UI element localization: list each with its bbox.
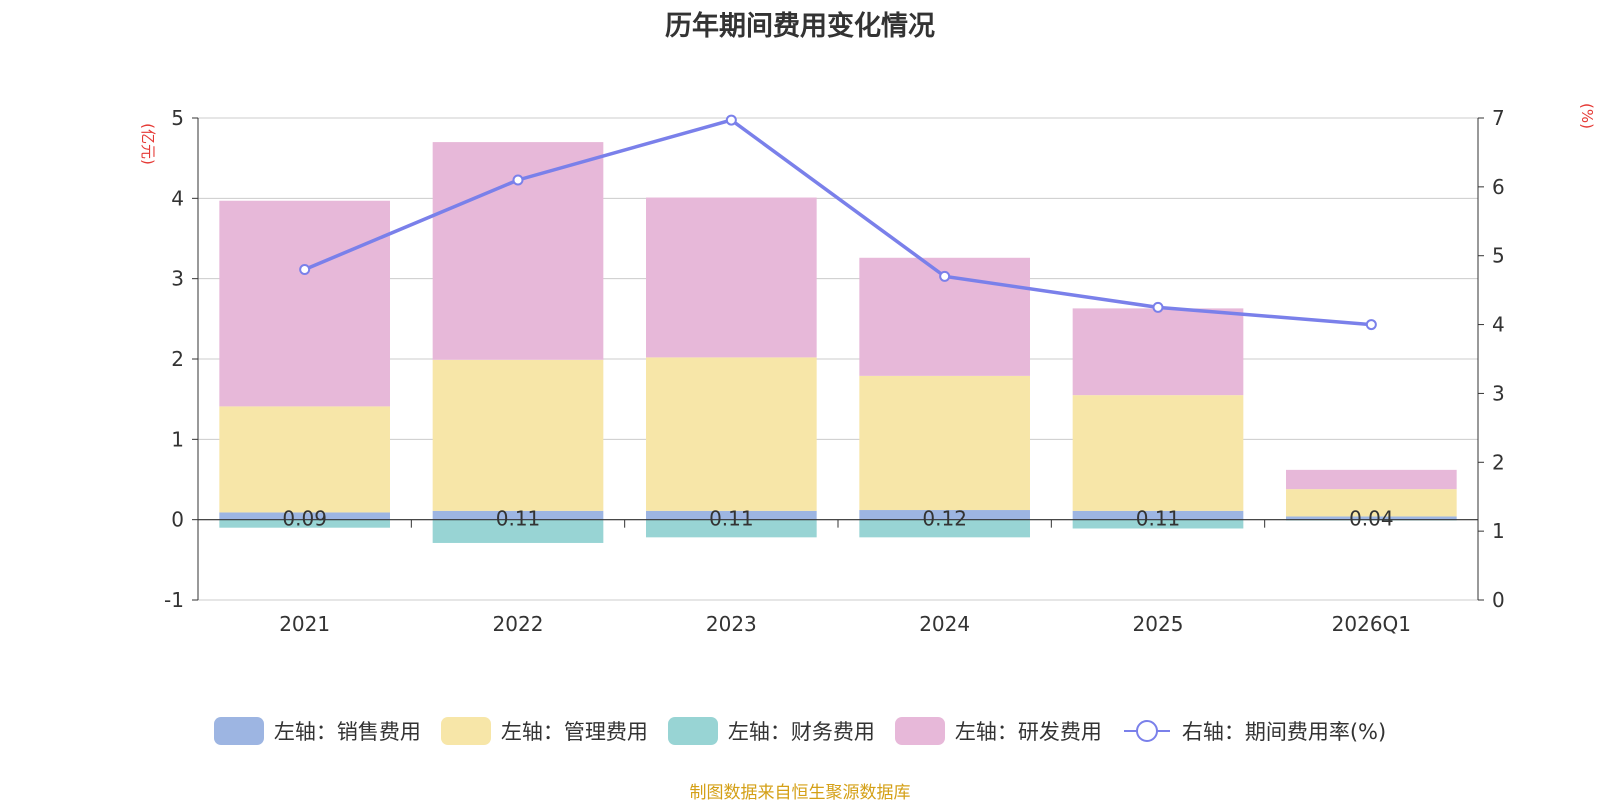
bar-segment-2 — [432, 519, 604, 543]
expense-rate-point — [1152, 301, 1164, 313]
expense-rate-point — [299, 263, 311, 275]
right-tick-label: 6 — [1492, 175, 1505, 199]
legend-label: 左轴：财务费用 — [727, 720, 875, 744]
expense-rate-line — [303, 118, 1372, 327]
left-tick-label: -1 — [164, 588, 184, 612]
bar-segment-3 — [646, 197, 817, 358]
sales-value-label: 0.12 — [922, 507, 967, 531]
legend-swatch — [894, 717, 945, 745]
legend-item-line[interactable]: 右轴：期间费用率(%) — [1122, 716, 1386, 746]
expense-rate-point — [512, 174, 524, 186]
legend-item-3[interactable]: 左轴：研发费用 — [894, 716, 1102, 746]
labels-layer: 0.09 0.11 0.11 0.12 0.11 0.04 — [282, 507, 1393, 531]
bar-segment-0 — [646, 510, 817, 520]
legend-item-2[interactable]: 左轴：财务费用 — [667, 716, 875, 746]
bar-segment-1 — [646, 357, 817, 511]
bar-segment-1 — [859, 375, 1030, 511]
axes-layer: 5 4 3 2 1 0 -1 7 6 5 4 3 2 1 0 (亿元) (%) 2021 2022 2023 2024 2… — [139, 103, 1596, 636]
bar-segment-0 — [432, 510, 604, 520]
legend-swatch — [440, 717, 491, 745]
bars-layer — [219, 142, 1457, 543]
right-tick-label: 4 — [1492, 313, 1505, 337]
legend-label: 左轴：研发费用 — [954, 720, 1102, 744]
category-label: 2022 — [493, 612, 544, 636]
expense-rate-point — [725, 114, 737, 126]
legend-label: 左轴：管理费用 — [500, 720, 648, 744]
line-layer — [299, 114, 1377, 331]
category-label: 2025 — [1133, 612, 1184, 636]
bar-segment-0 — [1286, 516, 1457, 520]
left-tick-label: 2 — [171, 347, 184, 371]
bar-segment-0 — [1072, 510, 1244, 520]
sales-value-label: 0.09 — [282, 507, 327, 531]
right-axis-unit: (%) — [1578, 103, 1596, 129]
sales-value-label: 0.11 — [1136, 507, 1181, 531]
expense-rate-point — [939, 270, 951, 282]
left-tick-label: 4 — [171, 186, 184, 210]
source-note: 制图数据来自恒生聚源数据库 — [689, 783, 911, 803]
legend: 左轴：销售费用 左轴：管理费用 左轴：财务费用 左轴：研发费用 右轴：期间费用率(%) — [0, 716, 1600, 746]
category-label: 2023 — [706, 612, 757, 636]
right-tick-label: 0 — [1492, 588, 1505, 612]
bar-segment-2 — [646, 519, 817, 538]
left-tick-label: 0 — [171, 508, 184, 532]
bar-segment-1 — [219, 406, 390, 513]
legend-item-1[interactable]: 左轴：管理费用 — [440, 716, 648, 746]
bar-segment-2 — [1072, 519, 1244, 529]
legend-label: 左轴：销售费用 — [273, 720, 421, 744]
bar-segment-1 — [1072, 395, 1244, 511]
bar-segment-3 — [1286, 469, 1457, 490]
bar-segment-2 — [219, 519, 390, 528]
left-tick-label: 5 — [171, 106, 184, 130]
sales-value-label: 0.11 — [496, 507, 541, 531]
bar-segment-3 — [219, 200, 390, 407]
category-label: 2021 — [279, 612, 330, 636]
chart-title: 历年期间费用变化情况 — [665, 11, 935, 42]
legend-swatch — [213, 717, 264, 745]
bar-segment-0 — [219, 512, 390, 520]
left-tick-label: 1 — [171, 427, 184, 451]
bar-segment-1 — [432, 359, 604, 511]
legend-item-0[interactable]: 左轴：销售费用 — [213, 716, 421, 746]
right-tick-label: 1 — [1492, 519, 1505, 543]
expense-chart: 5 4 3 2 1 0 -1 7 6 5 4 3 2 1 0 (亿元) (%) 2021 2022 2023 2024 2… — [139, 103, 1596, 636]
bar-segment-0 — [859, 510, 1030, 520]
right-tick-label: 2 — [1492, 450, 1505, 474]
sales-value-label: 0.11 — [709, 507, 754, 531]
right-tick-label: 5 — [1492, 244, 1505, 268]
right-tick-label: 7 — [1492, 106, 1505, 130]
legend-swatch — [667, 717, 718, 745]
category-label: 2024 — [919, 612, 970, 636]
left-axis-unit: (亿元) — [139, 123, 157, 165]
sales-value-label: 0.04 — [1349, 507, 1394, 531]
bar-segment-3 — [1072, 308, 1244, 396]
expense-rate-point — [1365, 319, 1377, 331]
category-label: 2026Q1 — [1332, 612, 1411, 636]
bar-segment-1 — [1286, 489, 1457, 517]
bar-segment-2 — [859, 519, 1030, 538]
legend-line-icon — [1123, 720, 1170, 742]
right-tick-label: 3 — [1492, 381, 1505, 405]
legend-label: 右轴：期间费用率(%) — [1181, 720, 1387, 744]
left-tick-label: 3 — [171, 267, 184, 291]
